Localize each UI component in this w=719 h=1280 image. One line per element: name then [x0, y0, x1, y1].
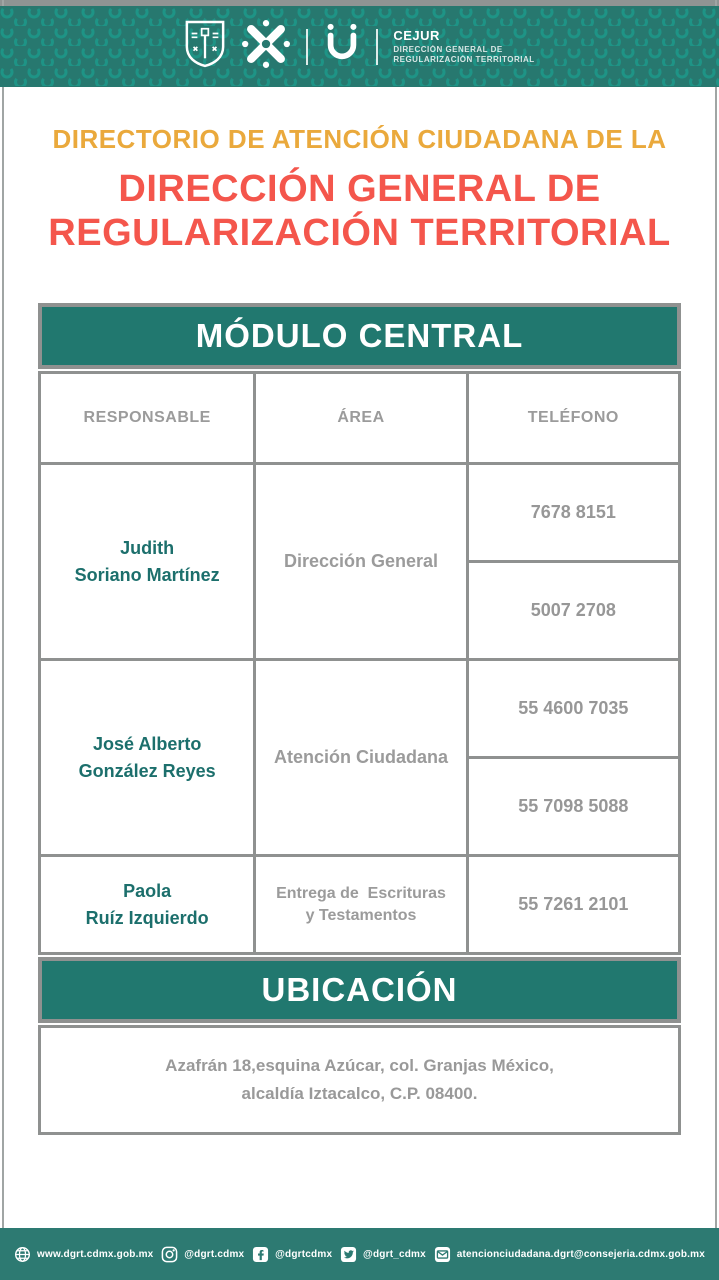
cejur-name: CEJUR	[393, 28, 440, 44]
globe-icon	[14, 1246, 31, 1263]
phone-cell-group: 55 4600 7035 55 7098 5088	[465, 661, 678, 854]
page-top-strip	[0, 0, 719, 6]
table-row: Paola Ruíz Izquierdo Entrega de Escritur…	[41, 854, 678, 952]
cdmx-x-logo-icon	[241, 19, 291, 74]
phone-cell-group: 7678 8151 5007 2708	[465, 465, 678, 658]
table-row: José Alberto González Reyes Atención Ciu…	[41, 658, 678, 854]
footer-facebook-label: @dgrtcdmx	[275, 1248, 333, 1260]
ubicacion-banner: UBICACIÓN	[38, 957, 681, 1023]
header-banner: CEJUR DIRECCIÓN GENERAL DE REGULARIZACIÓ…	[0, 6, 719, 87]
area-line: Dirección General	[283, 551, 439, 572]
footer-twitter-link[interactable]: @dgrt_cdmx	[340, 1246, 426, 1263]
responsable-cell: Paola Ruíz Izquierdo	[41, 857, 253, 952]
column-header-telefono: TELÉFONO	[465, 374, 678, 462]
area-line: Atención Ciudadana	[273, 747, 448, 768]
module-central-section: MÓDULO CENTRAL RESPONSABLE ÁREA TELÉFONO…	[38, 303, 681, 955]
area-line: Entrega de Escrituras	[276, 884, 446, 902]
email-icon	[434, 1246, 451, 1263]
responsable-name-line: Judith	[120, 538, 175, 559]
table-header-row: RESPONSABLE ÁREA TELÉFONO	[41, 374, 678, 462]
address-box: Azafrán 18,esquina Azúcar, col. Granjas …	[38, 1025, 681, 1135]
footer-website-link[interactable]: www.dgrt.cdmx.gob.mx	[14, 1246, 153, 1263]
phone-number: 55 4600 7035	[518, 698, 629, 718]
logo-divider	[376, 28, 379, 65]
page-subtitle: DIRECTORIO DE ATENCIÓN CIUDADANA DE LA	[52, 124, 667, 154]
header-pattern	[0, 6, 719, 87]
footer-facebook-link[interactable]: @dgrtcdmx	[252, 1246, 332, 1263]
directory-table: RESPONSABLE ÁREA TELÉFONO Judith Soriano…	[38, 371, 681, 955]
responsable-name-line: Soriano Martínez	[74, 564, 220, 585]
area-cell: Entrega de Escrituras y Testamentos	[253, 857, 465, 952]
footer-instagram-link[interactable]: @dgrt.cdmx	[161, 1246, 244, 1263]
area-line: y Testamentos	[305, 906, 417, 924]
footer-bar: www.dgrt.cdmx.gob.mx @dgrt.cdmx @dgrtcdm…	[0, 1228, 719, 1280]
cdmx-shield-icon	[184, 20, 226, 73]
cejur-line1: DIRECCIÓN GENERAL DE	[393, 44, 503, 54]
phone-number: 55 7261 2101	[518, 894, 629, 914]
page-right-edge	[715, 0, 717, 1228]
footer-website-label: www.dgrt.cdmx.gob.mx	[37, 1248, 154, 1260]
phone-number: 55 7098 5088	[468, 756, 678, 854]
cejur-block: CEJUR DIRECCIÓN GENERAL DE REGULARIZACIÓ…	[393, 28, 534, 64]
module-central-banner-label: MÓDULO CENTRAL	[195, 317, 524, 354]
responsable-name-line: Paola	[123, 881, 172, 902]
module-central-banner: MÓDULO CENTRAL	[38, 303, 681, 369]
footer-instagram-label: @dgrt.cdmx	[184, 1248, 245, 1260]
ubicacion-banner-label: UBICACIÓN	[261, 971, 458, 1008]
page-title: DIRECCIÓN GENERAL DE REGULARIZACIÓN TERR…	[0, 167, 719, 255]
phone-number: 5007 2708	[468, 560, 678, 658]
phone-number: 7678 8151	[530, 502, 616, 522]
logo-row: CEJUR DIRECCIÓN GENERAL DE REGULARIZACIÓ…	[0, 6, 719, 87]
page-title-line1: DIRECCIÓN GENERAL DE	[118, 168, 601, 210]
area-cell: Atención Ciudadana	[253, 661, 465, 854]
instagram-icon	[161, 1246, 178, 1263]
responsable-name-line: González Reyes	[78, 760, 216, 781]
address-line: alcaldía Iztacalco, C.P. 08400.	[241, 1084, 478, 1103]
responsable-name-line: José Alberto	[92, 734, 202, 755]
smile-u-logo-icon	[323, 22, 361, 71]
address-line: Azafrán 18,esquina Azúcar, col. Granjas …	[165, 1055, 554, 1075]
responsable-cell: José Alberto González Reyes	[41, 661, 253, 854]
column-header-responsable: RESPONSABLE	[83, 409, 211, 426]
cejur-line2: REGULARIZACIÓN TERRITORIAL	[393, 54, 535, 64]
facebook-icon	[252, 1246, 269, 1263]
footer-email-label: atencionciudadana.dgrt@consejeria.cdmx.g…	[456, 1248, 705, 1260]
page-title-line2: REGULARIZACIÓN TERRITORIAL	[48, 212, 671, 254]
area-cell: Dirección General	[253, 465, 465, 658]
responsable-cell: Judith Soriano Martínez	[41, 465, 253, 658]
table-row: Judith Soriano Martínez Dirección Genera…	[41, 462, 678, 658]
footer-email-link[interactable]: atencionciudadana.dgrt@consejeria.cdmx.g…	[434, 1246, 705, 1263]
footer-twitter-label: @dgrt_cdmx	[363, 1248, 426, 1260]
column-header-area: ÁREA	[253, 374, 465, 462]
logo-divider	[306, 28, 309, 65]
page-left-edge	[2, 0, 4, 1228]
phone-cell-group: 55 7261 2101	[465, 857, 678, 952]
responsable-name-line: Ruíz Izquierdo	[85, 907, 209, 928]
twitter-icon	[340, 1246, 357, 1263]
